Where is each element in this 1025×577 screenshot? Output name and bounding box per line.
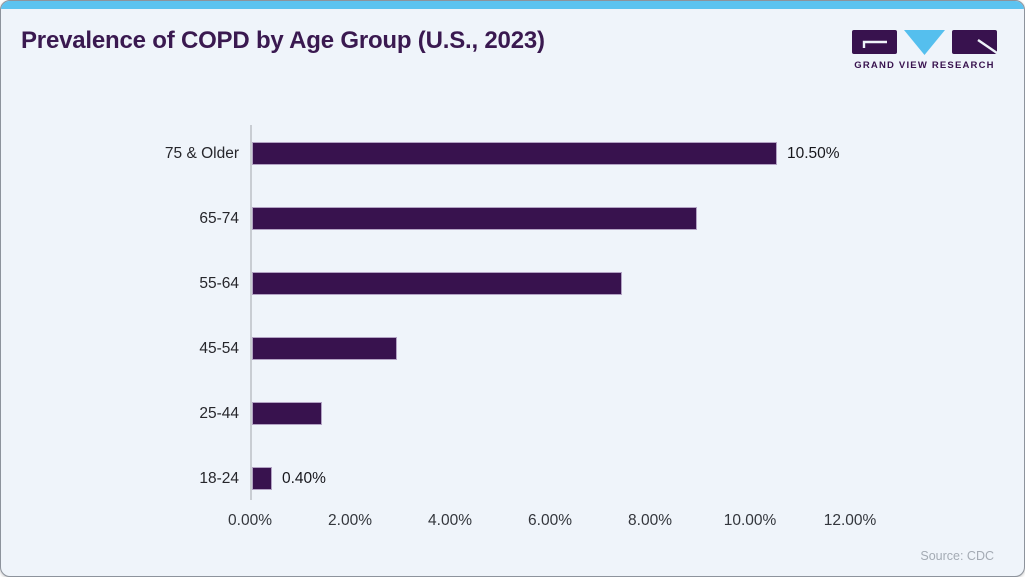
bar [252, 467, 272, 490]
category-label: 18-24 [199, 470, 239, 487]
top-accent-strip [1, 1, 1024, 9]
grand-view-research-logo: GRAND VIEW RESEARCH [851, 29, 998, 71]
bar-row: 45-54 [1, 337, 1024, 360]
x-axis-tick-label: 4.00% [428, 512, 472, 529]
bar-row: 65-74 [1, 207, 1024, 230]
bar-row: 25-44 [1, 402, 1024, 425]
gvr-logo-icon [852, 30, 998, 55]
y-axis-line [250, 125, 252, 500]
bar [252, 142, 777, 165]
x-axis: 0.00% 2.00% 4.00% 6.00% 8.00% 10.00% 12.00% [1, 512, 1024, 536]
bar [252, 337, 397, 360]
x-axis-tick-label: 8.00% [628, 512, 672, 529]
x-axis-tick-label: 12.00% [823, 512, 877, 529]
bar [252, 207, 697, 230]
bar-row: 18-24 0.40% [1, 467, 1024, 490]
category-label: 75 & Older [164, 145, 239, 162]
bar-row: 75 & Older 10.50% [1, 142, 1024, 165]
value-label: 10.50% [787, 145, 840, 162]
bar-chart: 75 & Older 10.50% 65-74 55-64 45-54 25-44 18-2… [1, 125, 1024, 545]
x-axis-tick-label: 0.00% [228, 512, 272, 529]
x-axis-tick-label: 10.00% [723, 512, 777, 529]
bar [252, 272, 622, 295]
category-label: 45-54 [199, 340, 239, 357]
category-label: 25-44 [199, 405, 239, 422]
value-label: 0.40% [282, 470, 326, 487]
source-label: Source: CDC [920, 549, 994, 563]
bar-row: 55-64 [1, 272, 1024, 295]
chart-title: Prevalence of COPD by Age Group (U.S., 2… [21, 27, 545, 54]
x-axis-tick-label: 2.00% [328, 512, 372, 529]
bar [252, 402, 322, 425]
category-label: 65-74 [199, 210, 239, 227]
logo-text: GRAND VIEW RESEARCH [854, 60, 995, 71]
x-axis-tick-label: 6.00% [528, 512, 572, 529]
category-label: 55-64 [199, 275, 239, 292]
